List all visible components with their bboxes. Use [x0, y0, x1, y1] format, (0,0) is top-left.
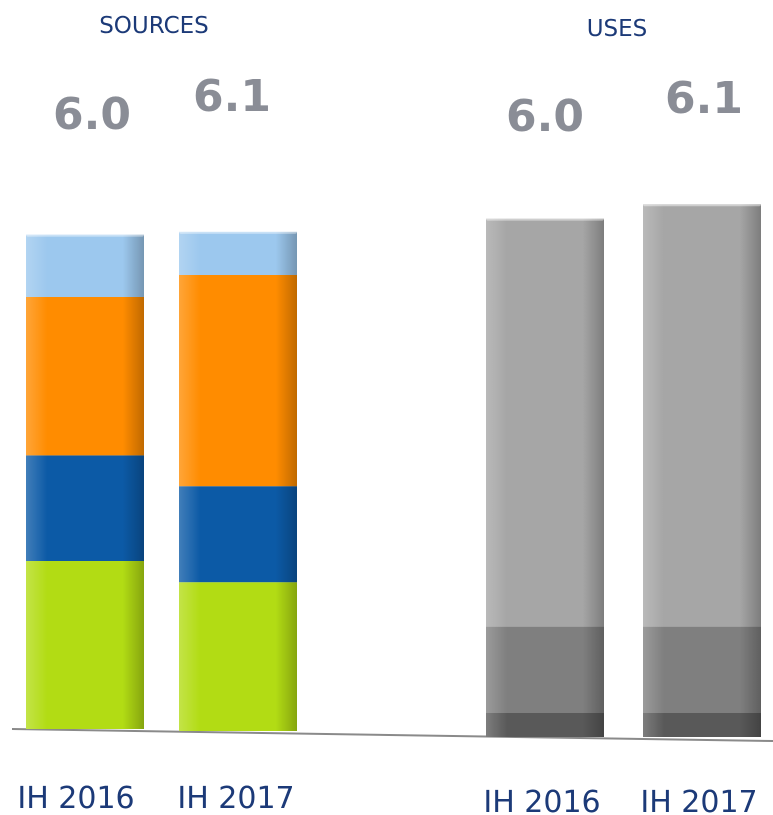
- sources-bar-2-shading: [179, 231, 297, 732]
- x-axis-line: [11, 728, 773, 742]
- uses-title: USES: [587, 16, 648, 42]
- uses-bar-2-shading: [643, 204, 761, 737]
- uses-total-label-2: 6.1: [665, 73, 743, 124]
- uses-bar-2-cap: [643, 201, 761, 207]
- sources-total-label-1: 6.0: [53, 89, 131, 140]
- sources-x-tick-label-1: IH 2016: [17, 781, 134, 815]
- sources-bar-1-shading: [26, 234, 144, 729]
- sources-total-label-2: 6.1: [193, 71, 271, 122]
- sources-x-tick-label-2: IH 2017: [177, 781, 294, 815]
- uses-x-tick-label-2: IH 2017: [640, 785, 757, 815]
- uses-bar-1-cap: [486, 215, 604, 221]
- sources-title: SOURCES: [99, 13, 209, 39]
- uses-total-label-1: 6.0: [506, 91, 584, 142]
- sources-bar-1-cap: [26, 231, 144, 237]
- sources-bar-2-cap: [179, 228, 297, 234]
- uses-bar-1-shading: [486, 218, 604, 738]
- uses-x-tick-label-1: IH 2016: [483, 785, 600, 815]
